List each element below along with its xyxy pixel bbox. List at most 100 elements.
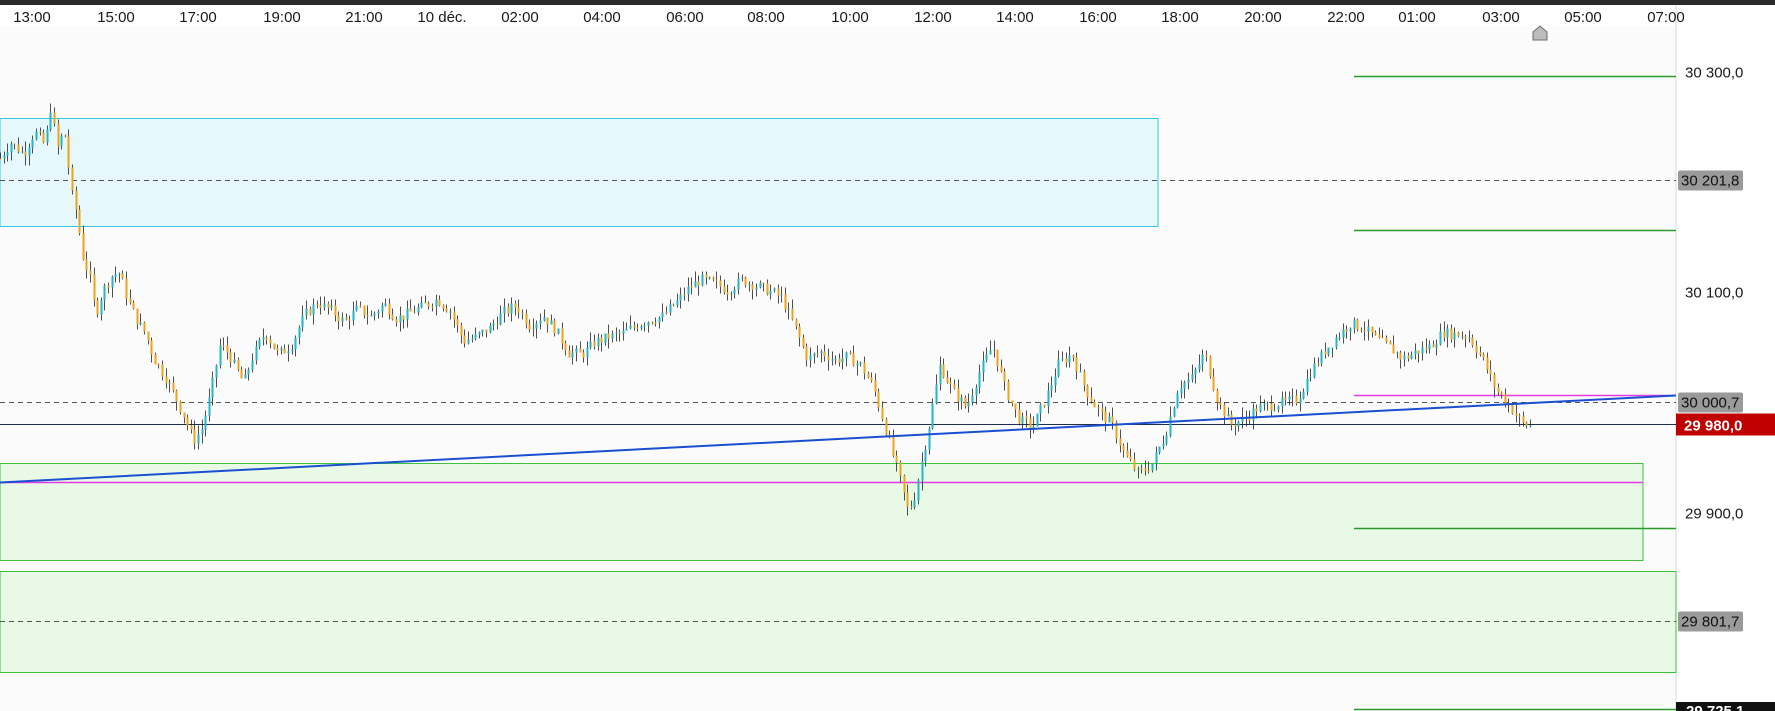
candle-down	[874, 380, 877, 392]
candle-down	[1371, 326, 1374, 333]
candle-down	[445, 308, 448, 312]
candle-up	[1198, 364, 1201, 370]
candle-up	[975, 387, 978, 396]
candle-up	[708, 277, 711, 279]
candle-down	[1115, 422, 1118, 439]
candle-up	[352, 310, 355, 321]
trendline-layer	[0, 394, 1677, 484]
candle-down	[744, 277, 747, 286]
candle-up	[201, 429, 204, 435]
candle-up	[215, 365, 218, 378]
trendline[interactable]	[0, 394, 1677, 484]
candle-down	[1407, 355, 1410, 359]
candle-down	[953, 384, 956, 389]
x-tick-label: 10 déc.	[417, 9, 466, 26]
candle-up	[1173, 407, 1176, 417]
candle-down	[273, 343, 276, 349]
candle-up	[1281, 397, 1284, 407]
candle-up	[287, 351, 290, 354]
last-price-tag[interactable]	[1676, 413, 1775, 436]
candle-up	[1461, 336, 1464, 338]
candle-up	[687, 286, 690, 295]
candle-down	[327, 303, 330, 308]
candle-up	[1266, 403, 1269, 405]
candle-down	[751, 284, 754, 290]
candle-down	[784, 294, 787, 310]
candle-down	[453, 311, 456, 320]
candle-up	[741, 277, 744, 279]
time-marker-icon[interactable]	[1532, 25, 1548, 41]
level-price-tag[interactable]	[1678, 611, 1743, 632]
candle-up	[478, 332, 481, 335]
candle-down	[190, 425, 193, 430]
candle-down	[1493, 374, 1496, 388]
candle-up	[571, 352, 574, 358]
candle-up	[503, 306, 506, 314]
candle-down	[125, 278, 128, 299]
candle-up	[1036, 413, 1039, 427]
candle-down	[1432, 344, 1435, 348]
candle-down	[1450, 328, 1453, 340]
candle-up	[197, 434, 200, 444]
candle-down	[1317, 363, 1320, 365]
candle-down	[150, 340, 153, 355]
candle-up	[597, 337, 600, 347]
candle-up	[301, 315, 304, 328]
candle-down	[1270, 403, 1273, 411]
candle-down	[654, 322, 657, 324]
candle-up	[1191, 374, 1194, 380]
candle-down	[1378, 334, 1381, 338]
bottom-price-tag[interactable]	[1676, 702, 1775, 711]
candle-down	[816, 353, 819, 355]
x-tick-label: 21:00	[345, 9, 383, 26]
candle-up	[298, 327, 301, 338]
candle-up	[46, 129, 49, 143]
candle-down	[827, 356, 830, 361]
candle-up	[733, 289, 736, 294]
candle-up	[377, 311, 380, 314]
y-tick-label: 30 100,0	[1685, 285, 1743, 302]
level-price-tag[interactable]	[1678, 170, 1743, 191]
candle-down	[1295, 395, 1298, 404]
candle-down	[910, 506, 913, 508]
y-tick-label: 29 900,0	[1685, 506, 1743, 523]
levels-layer	[0, 75, 1676, 711]
candle-down	[651, 322, 654, 324]
candle-down	[75, 190, 78, 210]
candle-down	[1003, 371, 1006, 382]
candle-down	[1140, 468, 1143, 470]
candle-down	[705, 274, 708, 278]
candle-up	[492, 323, 495, 326]
candle-up	[1421, 347, 1424, 354]
candle-down	[895, 455, 898, 463]
demand-zone[interactable]	[0, 463, 1644, 561]
candle-up	[6, 152, 9, 156]
candle-up	[1187, 379, 1190, 383]
candle-down	[903, 475, 906, 493]
candle-up	[834, 358, 837, 360]
candle-up	[139, 322, 142, 325]
candle-down	[564, 343, 567, 351]
x-tick-label: 14:00	[996, 9, 1034, 26]
candle-up	[251, 360, 254, 370]
x-tick-label: 22:00	[1327, 9, 1365, 26]
candle-up	[255, 346, 258, 361]
candle-up	[31, 139, 34, 148]
supply-zone[interactable]	[0, 118, 1159, 227]
candle-up	[924, 449, 927, 462]
candle-down	[222, 345, 225, 347]
candle-up	[1151, 463, 1154, 471]
candle-down	[229, 352, 232, 363]
x-tick-label: 01:00	[1398, 9, 1436, 26]
candle-up	[312, 304, 315, 315]
candle-up	[586, 347, 589, 358]
candle-down	[633, 325, 636, 328]
candle-up	[1306, 378, 1309, 392]
candle-up	[831, 359, 834, 361]
candle-down	[1090, 397, 1093, 402]
candle-down	[348, 319, 351, 321]
candle-up	[1057, 359, 1060, 377]
level-price-tag[interactable]	[1678, 392, 1743, 413]
candle-up	[917, 480, 920, 501]
